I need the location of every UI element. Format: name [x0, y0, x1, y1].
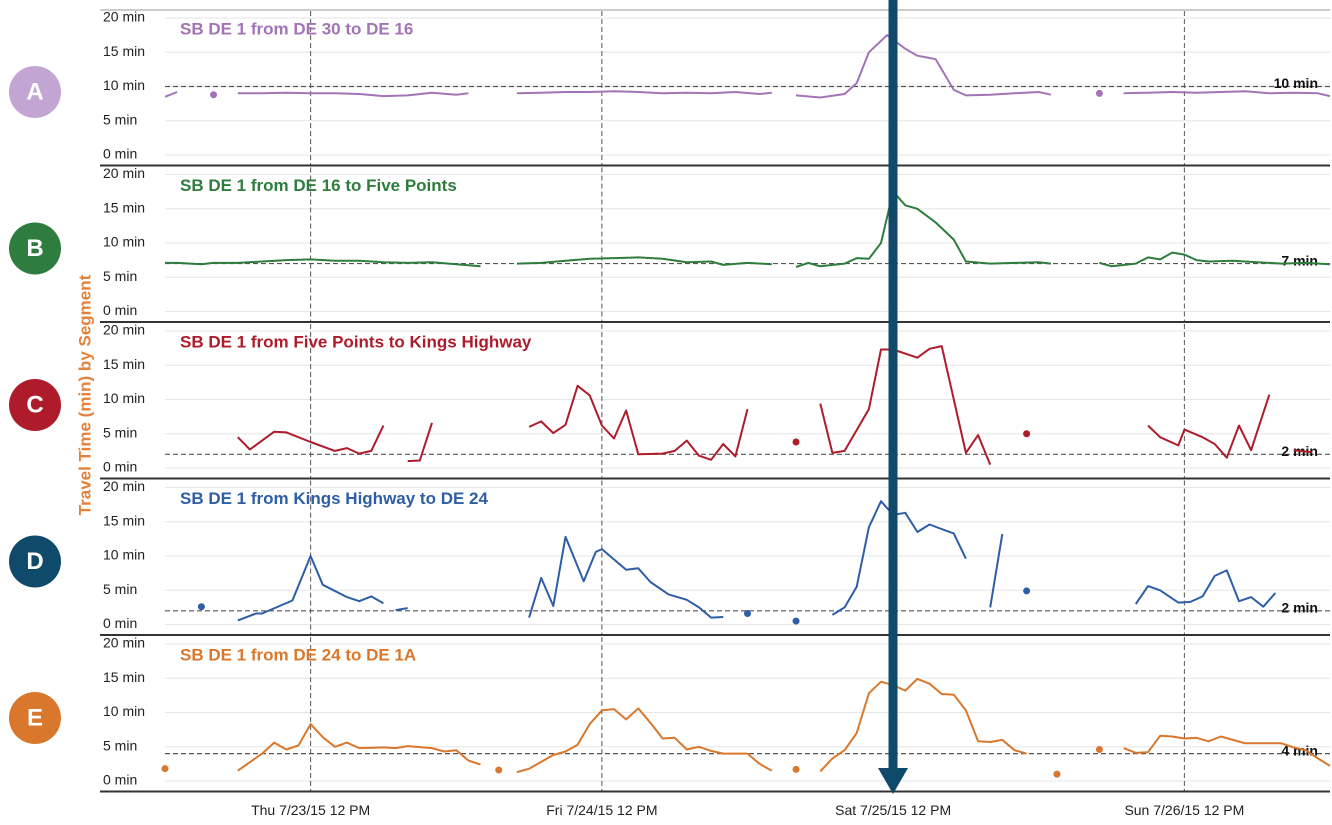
- panel-title: SB DE 1 from DE 16 to Five Points: [180, 176, 457, 195]
- series-line: [516, 256, 772, 266]
- series-line: [516, 90, 772, 95]
- series-line: [395, 607, 408, 612]
- y-tick-label: 5 min: [103, 424, 137, 440]
- series-line: [989, 533, 1004, 608]
- y-axis-label: Travel Time (min) by Segment: [75, 274, 94, 515]
- data-point: [1023, 430, 1031, 438]
- time-marker-arrow: [878, 0, 908, 794]
- series-line: [819, 677, 1027, 773]
- data-point: [1095, 89, 1103, 97]
- y-tick-label: 20 min: [103, 9, 145, 25]
- badge-circle: [9, 66, 61, 118]
- series-line: [1123, 734, 1331, 767]
- series-line: [1293, 449, 1312, 454]
- badge-circle: [9, 692, 61, 744]
- y-tick-label: 15 min: [103, 43, 145, 59]
- y-tick-label: 5 min: [103, 737, 137, 753]
- y-tick-label: 10 min: [103, 234, 145, 250]
- series-line: [528, 535, 724, 619]
- x-tick-label: Sun 7/26/15 12 PM: [1124, 802, 1244, 818]
- data-point: [161, 765, 169, 773]
- reference-label: 10 min: [1274, 75, 1318, 91]
- badge-circle: [9, 379, 61, 431]
- series-line: [795, 34, 1052, 99]
- series-line: [528, 384, 749, 461]
- y-tick-label: 0 min: [103, 772, 137, 788]
- data-point: [1095, 745, 1103, 753]
- data-point: [792, 438, 800, 446]
- y-tick-label: 20 min: [103, 165, 145, 181]
- badge-circle: [9, 222, 61, 275]
- panel-title: SB DE 1 from Kings Highway to DE 24: [180, 489, 488, 508]
- panel-title: SB DE 1 from DE 24 to DE 1A: [180, 645, 416, 664]
- series-line: [516, 707, 773, 774]
- data-point: [197, 603, 205, 611]
- y-tick-label: 10 min: [103, 390, 145, 406]
- x-tick-label: Fri 7/24/15 12 PM: [546, 802, 657, 818]
- data-point: [792, 617, 800, 625]
- series-line: [165, 258, 481, 268]
- badge-label: E: [27, 704, 43, 731]
- series-line: [237, 723, 481, 772]
- series-line: [795, 190, 1052, 268]
- badge-label: D: [26, 548, 43, 575]
- series-line: [1123, 90, 1331, 98]
- data-point: [792, 765, 800, 773]
- badge-circle: [9, 535, 61, 588]
- data-point: [1023, 587, 1031, 595]
- y-tick-label: 20 min: [103, 635, 145, 651]
- series-line: [237, 91, 469, 98]
- plot-area: 0 min 5 min 10 min 15 min 20 min 10 min SB DE …: [9, 9, 1331, 818]
- data-point: [1053, 770, 1061, 778]
- badge-label: A: [26, 78, 43, 105]
- data-point: [744, 610, 751, 618]
- panel-title: SB DE 1 from DE 30 to DE 16: [180, 19, 413, 38]
- y-tick-label: 15 min: [103, 512, 145, 528]
- y-tick-label: 10 min: [103, 77, 145, 93]
- series-line: [407, 422, 433, 463]
- series-line: [1099, 251, 1331, 268]
- y-tick-label: 5 min: [103, 268, 137, 284]
- arrow-head: [878, 768, 908, 794]
- badge-label: B: [26, 235, 43, 262]
- y-tick-label: 0 min: [103, 302, 137, 318]
- series-line: [1147, 394, 1271, 459]
- data-point: [210, 91, 218, 99]
- series-line: [831, 500, 967, 616]
- x-tick-label: Sat 7/25/15 12 PM: [835, 802, 951, 818]
- panel-title: SB DE 1 from Five Points to Kings Highwa…: [180, 332, 532, 351]
- y-tick-label: 0 min: [103, 459, 137, 475]
- series-line: [237, 425, 385, 455]
- y-tick-label: 0 min: [103, 615, 137, 631]
- y-tick-label: 20 min: [103, 322, 145, 338]
- y-tick-label: 15 min: [103, 356, 145, 372]
- reference-label: 7 min: [1281, 252, 1318, 268]
- y-tick-label: 5 min: [103, 111, 137, 127]
- y-tick-label: 0 min: [103, 146, 137, 162]
- series-line: [1134, 569, 1277, 608]
- x-tick-label: Thu 7/23/15 12 PM: [251, 802, 370, 818]
- y-tick-label: 20 min: [103, 478, 145, 494]
- reference-label: 2 min: [1281, 600, 1318, 616]
- y-tick-label: 10 min: [103, 703, 145, 719]
- series-line: [164, 91, 178, 98]
- y-tick-label: 5 min: [103, 581, 137, 597]
- badge-label: C: [26, 391, 43, 418]
- y-tick-label: 15 min: [103, 199, 145, 215]
- y-tick-label: 15 min: [103, 669, 145, 685]
- series-line: [819, 345, 992, 465]
- series-line: [237, 555, 384, 622]
- y-tick-label: 10 min: [103, 547, 145, 563]
- data-point: [495, 766, 503, 774]
